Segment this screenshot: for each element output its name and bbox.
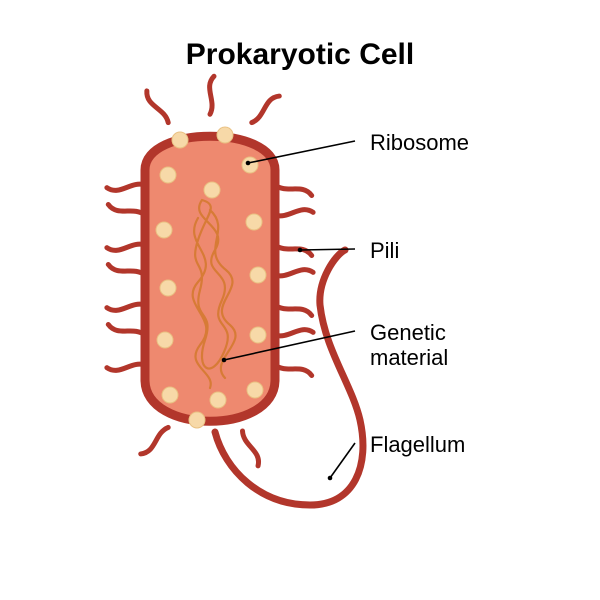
ribosome <box>242 157 258 173</box>
ribosome <box>172 132 188 148</box>
ribosome <box>217 127 233 143</box>
leader-line <box>300 249 355 250</box>
pilus <box>275 365 312 376</box>
ribosome <box>210 392 226 408</box>
ribosome <box>250 327 266 343</box>
pilus <box>275 330 313 336</box>
label-flagellum: Flagellum <box>370 432 465 457</box>
pilus <box>108 324 145 335</box>
pilus <box>275 210 313 216</box>
ribosome <box>250 267 266 283</box>
ribosome <box>247 382 263 398</box>
ribosome <box>160 280 176 296</box>
pilus <box>141 427 168 454</box>
label-genetic-material: Genetic material <box>370 320 448 371</box>
pilus <box>275 305 312 316</box>
prokaryotic-cell-diagram: Prokaryotic Cell Ribosome Pili Genetic m… <box>0 0 600 600</box>
pilus <box>108 264 145 275</box>
pilus <box>210 76 214 114</box>
label-pili: Pili <box>370 238 399 263</box>
pilus <box>107 364 145 370</box>
pilus <box>108 204 145 215</box>
pilus <box>107 244 145 250</box>
ribosome <box>162 387 178 403</box>
label-ribosome: Ribosome <box>370 130 469 155</box>
pilus <box>107 304 145 310</box>
pilus <box>243 431 259 466</box>
pilus <box>275 185 312 196</box>
ribosome <box>189 412 205 428</box>
ribosome <box>204 182 220 198</box>
pilus <box>107 184 145 190</box>
ribosome <box>246 214 262 230</box>
pilus <box>275 270 313 276</box>
cell-svg <box>0 0 600 600</box>
pilus <box>252 96 279 123</box>
ribosome <box>160 167 176 183</box>
leader-line <box>330 443 355 478</box>
ribosome <box>157 332 173 348</box>
ribosome <box>156 222 172 238</box>
pilus <box>147 91 168 123</box>
